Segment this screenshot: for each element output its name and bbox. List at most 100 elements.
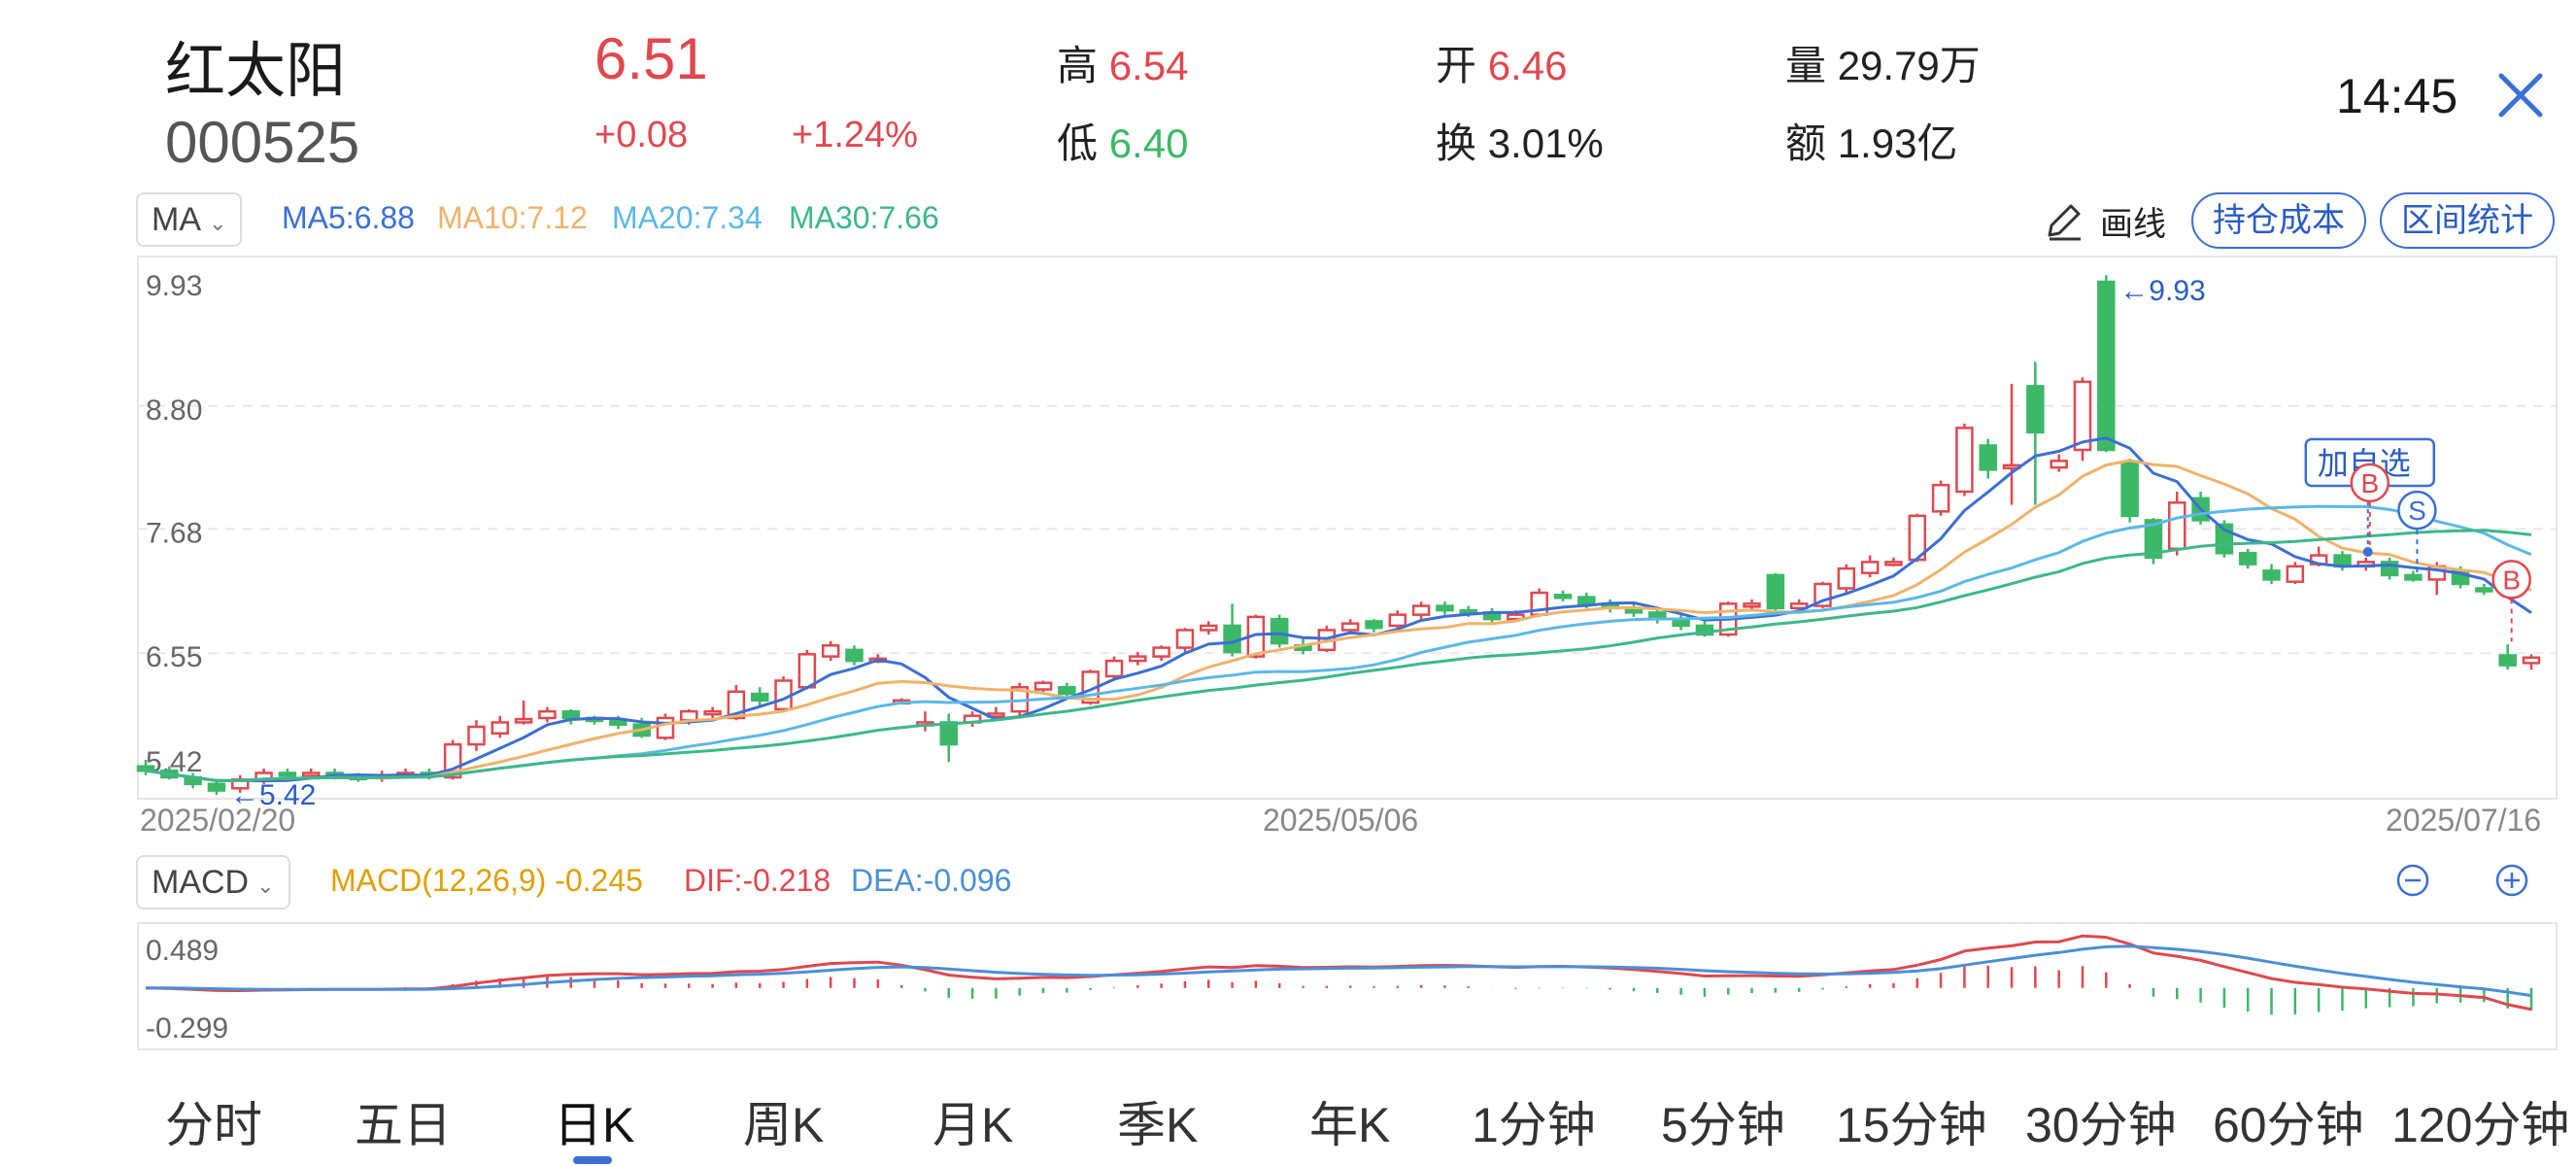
tab-4[interactable]: 月K [932,1098,1014,1152]
candle-body [750,692,769,703]
y-tick-label: 9.93 [146,270,202,302]
macd-indicator-select[interactable]: MACD ⌄ [136,855,290,909]
ma-indicator-select[interactable]: MA ⌄ [136,192,243,247]
tab-12[interactable]: 120分钟 [2391,1098,2570,1152]
tab-6[interactable]: 年K [1309,1098,1391,1152]
tab-5[interactable]: 季K [1117,1098,1199,1152]
trade-marker-circle [2397,490,2437,531]
clock-time: 14:45 [2336,69,2458,123]
plus-circle-icon [2495,864,2528,897]
close-icon [2498,73,2543,118]
candle-body [278,772,297,777]
candle-body [1175,629,1195,649]
ma5-legend: MA5:6.88 [282,200,415,235]
candle-body [821,644,840,658]
candle-body [845,648,864,663]
chart-frame [137,256,2558,800]
draw-line-button[interactable]: 画线 [2042,194,2166,247]
y-tick-label: 7.68 [146,517,202,549]
ma10-legend: MA10:7.12 [437,200,588,235]
x-axis-label-end: 2025/07/16 [2386,803,2542,838]
amount-value: 1.93亿 [1837,120,1958,166]
close-button[interactable] [2491,66,2550,124]
volume-stat: 量 29.79万 [1785,33,1981,92]
candle-body [1340,622,1360,632]
trade-marker-label: B [2502,565,2521,595]
position-cost-button[interactable]: 持仓成本 [2191,192,2366,249]
price-change: +0.08 [594,115,689,155]
min-price-annotation: ←5.42 [230,779,316,811]
ma5-line [145,436,2532,783]
stock-name: 红太阳 [165,38,347,105]
range-stats-button[interactable]: 区间统计 [2380,192,2555,249]
candle-body [2144,519,2163,560]
candle-body [1152,646,1170,658]
candle-body [2404,573,2423,581]
candle-body [2238,552,2257,566]
tab-0[interactable]: 分时 [165,1098,262,1152]
candle-body [1507,613,1525,621]
x-axis-label-start: 2025/02/20 [140,803,296,838]
candle-body [2026,385,2045,434]
tab-2[interactable]: 日K [554,1098,635,1152]
candle-body [1129,655,1147,663]
tab-8[interactable]: 5分钟 [1661,1098,1785,1152]
ma10-line [145,459,2532,782]
active-tab-indicator [573,1156,612,1164]
amount-stat: 额 1.93亿 [1785,111,1957,170]
candle-body [1223,624,1241,654]
macd-legend: MACD(12,26,9) -0.245 [330,863,643,898]
tab-11[interactable]: 60分钟 [2213,1098,2364,1152]
x-axis-label-mid: 2025/05/06 [1263,803,1419,838]
candle-body [2262,569,2281,581]
candle-body [561,709,580,720]
high-stat: 高 6.54 [1057,33,1188,92]
minus-circle-icon [2396,864,2429,897]
volume-label: 量 [1785,43,1827,88]
candle-body [2522,656,2541,665]
candle-body [1270,617,1289,645]
tab-1[interactable]: 五日 [355,1098,452,1152]
candle-body [2498,654,2517,667]
zoom-in-button[interactable] [2494,863,2529,898]
candle-body [1058,686,1076,696]
dea-line [145,944,2532,998]
zoom-out-button[interactable] [2395,863,2430,898]
chevron-down-icon: ⌄ [256,874,275,898]
draw-line-label: 画线 [2100,205,2166,243]
candle-body [1365,620,1383,630]
tab-3[interactable]: 周K [743,1098,825,1152]
candle-body [2073,380,2092,452]
macd-y-tick-label: 0.489 [146,935,219,967]
watchlist-dot [2362,547,2373,557]
candle-body [703,709,722,716]
tab-7[interactable]: 1分钟 [1472,1098,1596,1152]
tab-9[interactable]: 15分钟 [1836,1098,1987,1152]
open-value: 6.46 [1487,43,1568,88]
open-label: 开 [1436,43,1477,88]
turnover-label: 换 [1436,120,1477,166]
volume-value: 29.79万 [1837,43,1981,88]
candle-body [514,717,533,724]
high-label: 高 [1057,43,1099,88]
candle-body [680,709,698,722]
y-tick-label: 8.80 [146,394,202,427]
ma20-legend: MA20:7.34 [612,200,763,235]
low-value: 6.40 [1108,120,1189,166]
candle-body [1743,602,1761,608]
candle-body [1931,483,1950,513]
high-value: 6.54 [1108,43,1189,88]
dea-legend: DEA:-0.096 [851,863,1012,898]
macd-chart: 0.489 -0.299 [137,922,2558,1050]
candle-body [656,716,675,739]
candle-body [1766,573,1785,610]
trade-marker-label: B [2360,468,2379,498]
candle-body [1837,566,1856,590]
candle-body [1577,596,1596,605]
candle-body [2286,565,2305,583]
candle-body [1553,594,1573,600]
tab-10[interactable]: 30分钟 [2025,1098,2177,1152]
pencil-icon [2048,204,2081,241]
ma30-line [145,529,2532,782]
